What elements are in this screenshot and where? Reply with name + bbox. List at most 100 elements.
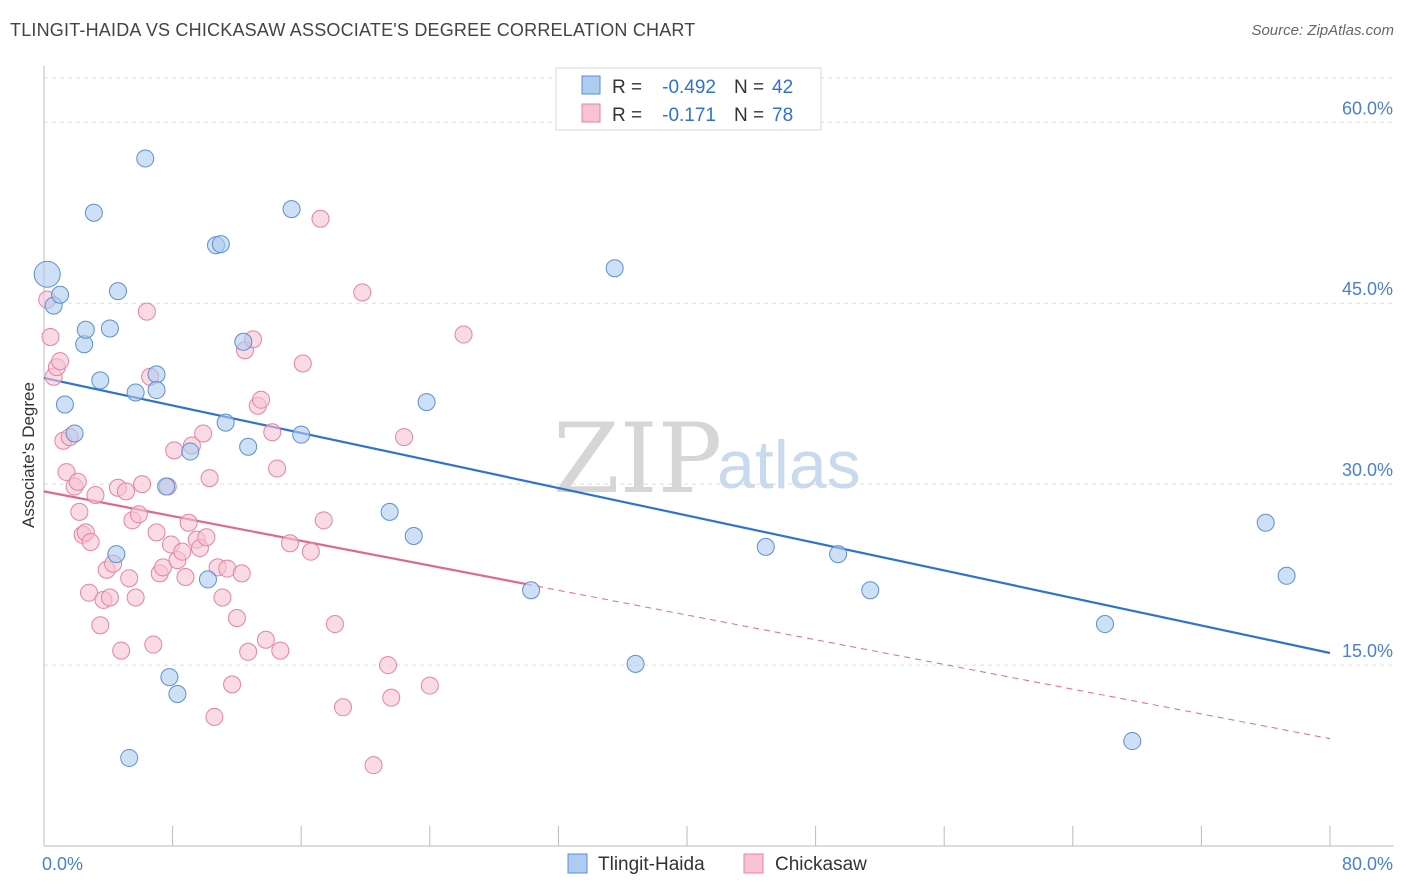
point-chickasaw — [353, 283, 372, 302]
point-tlingit-haida — [211, 235, 230, 254]
legend-label-tlingit-haida: Tlingit-Haida — [598, 854, 705, 875]
point-tlingit-haida — [147, 381, 166, 400]
point-chickasaw — [51, 352, 70, 371]
point-tlingit-haida — [147, 365, 166, 384]
point-chickasaw — [223, 675, 242, 694]
point-tlingit-haida — [100, 319, 119, 338]
point-chickasaw — [147, 523, 166, 542]
point-tlingit-haida — [55, 395, 74, 414]
point-chickasaw — [153, 558, 172, 577]
point-chickasaw — [112, 641, 131, 660]
point-chickasaw — [311, 209, 330, 228]
stats-n-value-1: 42 — [772, 77, 793, 98]
point-chickasaw — [382, 688, 401, 707]
point-chickasaw — [80, 583, 99, 602]
point-chickasaw — [232, 564, 251, 583]
point-tlingit-haida — [1277, 566, 1296, 585]
x-tick-label-min: 0.0% — [42, 854, 83, 874]
point-chickasaw — [70, 502, 89, 521]
tick-labels: 15.0% 30.0% 45.0% 60.0% 0.0% 80.0% — [42, 98, 1393, 874]
point-chickasaw — [454, 325, 473, 344]
point-tlingit-haida — [157, 477, 176, 496]
point-tlingit-haida — [282, 200, 301, 219]
point-chickasaw — [100, 588, 119, 607]
data-points — [33, 149, 1296, 775]
legend-swatch-chickasaw — [743, 853, 764, 874]
point-chickasaw — [268, 459, 287, 478]
point-chickasaw — [81, 533, 100, 552]
point-chickasaw — [176, 568, 195, 587]
point-tlingit-haida — [84, 203, 103, 222]
point-tlingit-haida — [108, 282, 127, 301]
point-tlingit-haida — [76, 320, 95, 339]
point-chickasaw — [86, 485, 105, 504]
point-chickasaw — [173, 542, 192, 561]
y-tick-label: 45.0% — [1342, 279, 1393, 299]
point-chickasaw — [68, 472, 87, 491]
stats-r-label-1: R = — [612, 77, 642, 98]
point-chickasaw — [91, 616, 110, 635]
point-tlingit-haida — [404, 526, 423, 545]
y-tick-label: 60.0% — [1342, 98, 1393, 118]
point-tlingit-haida — [33, 260, 61, 288]
stats-legend: R = -0.492 N = 42 R = -0.171 N = 78 — [555, 67, 822, 131]
chart-title: TLINGIT-HAIDA VS CHICKASAW ASSOCIATE'S D… — [10, 20, 696, 40]
point-chickasaw — [379, 656, 398, 675]
point-tlingit-haida — [160, 668, 179, 687]
point-tlingit-haida — [51, 285, 70, 304]
y-tick-label: 30.0% — [1342, 460, 1393, 480]
point-chickasaw — [263, 423, 282, 442]
point-chickasaw — [364, 756, 383, 775]
point-chickasaw — [194, 424, 213, 443]
stats-n-label-2: N = — [734, 105, 764, 126]
stats-r-label-2: R = — [612, 105, 642, 126]
point-chickasaw — [179, 513, 198, 532]
point-chickasaw — [227, 609, 246, 628]
point-chickasaw — [239, 642, 258, 661]
point-chickasaw — [256, 630, 275, 649]
point-chickasaw — [144, 635, 163, 654]
point-chickasaw — [293, 354, 312, 373]
stats-r-value-1: -0.492 — [662, 77, 716, 98]
point-tlingit-haida — [136, 149, 155, 168]
point-tlingit-haida — [234, 332, 253, 351]
watermark-atlas: atlas — [717, 427, 861, 503]
point-tlingit-haida — [216, 413, 235, 432]
series-legend: Tlingit-Haida Chickasaw — [567, 853, 867, 875]
point-chickasaw — [252, 390, 271, 409]
stats-swatch-pink — [581, 103, 601, 123]
point-tlingit-haida — [829, 545, 848, 564]
point-chickasaw — [213, 588, 232, 607]
point-tlingit-haida — [626, 654, 645, 673]
point-chickasaw — [301, 542, 320, 561]
point-chickasaw — [395, 428, 414, 447]
watermark-zip: ZIP — [553, 403, 722, 515]
point-tlingit-haida — [292, 425, 311, 444]
point-tlingit-haida — [239, 437, 258, 456]
point-chickasaw — [41, 327, 60, 346]
point-tlingit-haida — [417, 393, 436, 412]
stats-n-label-1: N = — [734, 77, 764, 98]
point-chickasaw — [420, 676, 439, 695]
point-tlingit-haida — [1123, 732, 1142, 751]
point-chickasaw — [271, 641, 290, 660]
trend-line-tlingit-haida — [43, 376, 1331, 655]
point-tlingit-haida — [168, 685, 187, 704]
stats-n-value-2: 78 — [772, 105, 793, 126]
point-chickasaw — [333, 698, 352, 717]
y-tick-label: 15.0% — [1342, 641, 1393, 661]
point-tlingit-haida — [120, 748, 139, 767]
point-chickasaw — [325, 615, 344, 634]
point-tlingit-haida — [65, 424, 84, 443]
point-tlingit-haida — [380, 502, 399, 521]
point-tlingit-haida — [1256, 513, 1275, 532]
point-chickasaw — [314, 511, 333, 530]
point-chickasaw — [205, 707, 224, 726]
point-tlingit-haida — [126, 383, 145, 402]
legend-label-chickasaw: Chickasaw — [775, 854, 867, 875]
legend-swatch-tlingit-haida — [567, 853, 588, 874]
chart-source: Source: ZipAtlas.com — [1251, 22, 1394, 39]
point-chickasaw — [133, 475, 152, 494]
point-tlingit-haida — [1095, 615, 1114, 634]
